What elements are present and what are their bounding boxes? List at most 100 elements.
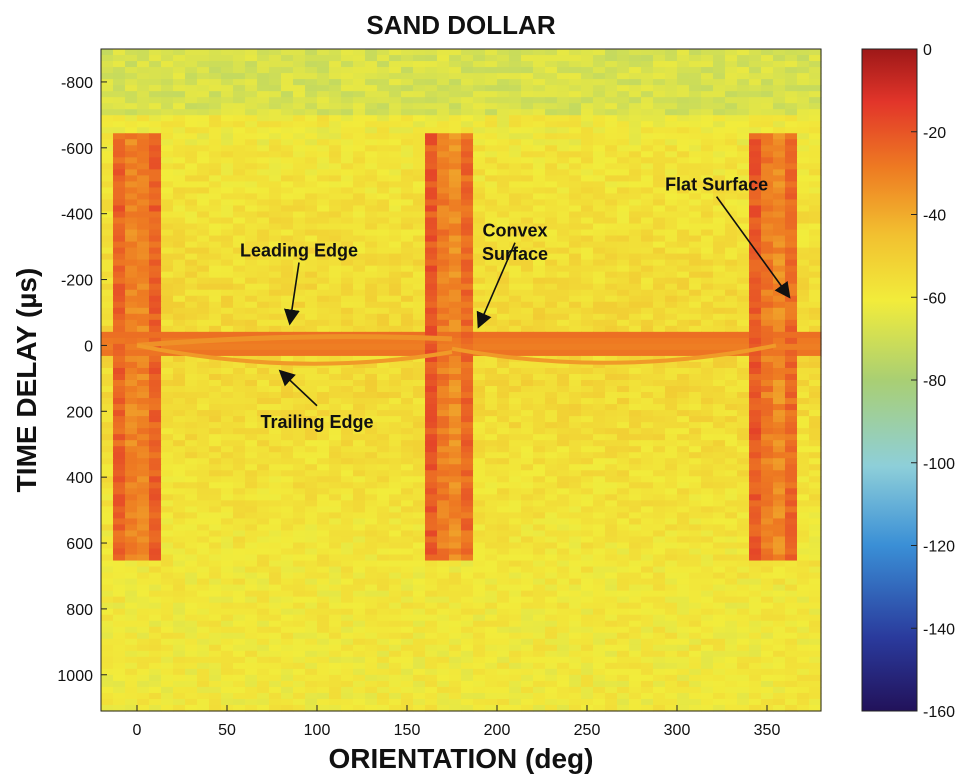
heatmap-cell bbox=[149, 404, 162, 411]
heatmap-cell bbox=[425, 536, 438, 544]
heatmap-cell bbox=[773, 235, 786, 243]
heatmap-cell bbox=[665, 247, 678, 255]
heatmap-cell bbox=[197, 361, 210, 369]
heatmap-cell bbox=[185, 458, 198, 465]
heatmap-cell bbox=[221, 404, 234, 411]
heatmap-cell bbox=[449, 97, 462, 104]
heatmap-cell bbox=[233, 289, 246, 297]
heatmap-cell bbox=[449, 355, 462, 363]
heatmap-cell bbox=[449, 404, 462, 411]
heatmap-cell bbox=[101, 494, 114, 501]
heatmap-cell bbox=[617, 181, 630, 189]
heatmap-cell bbox=[317, 337, 330, 345]
heatmap-cell bbox=[101, 349, 114, 357]
heatmap-cell bbox=[605, 488, 618, 495]
heatmap-cell bbox=[113, 241, 126, 249]
heatmap-cell bbox=[413, 325, 426, 333]
heatmap-cell bbox=[761, 422, 774, 429]
heatmap-cell bbox=[653, 452, 666, 459]
heatmap-cell bbox=[269, 422, 282, 429]
heatmap-cell bbox=[593, 398, 606, 405]
heatmap-cell bbox=[461, 404, 474, 411]
heatmap-cell bbox=[581, 500, 594, 507]
heatmap-cell bbox=[173, 223, 186, 231]
heatmap-cell bbox=[797, 536, 810, 544]
heatmap-cell bbox=[605, 428, 618, 435]
heatmap-cell bbox=[521, 512, 534, 520]
heatmap-cell bbox=[749, 380, 762, 387]
heatmap-cell bbox=[305, 49, 318, 56]
heatmap-cell bbox=[701, 349, 714, 357]
heatmap-cell bbox=[725, 169, 738, 176]
heatmap-cell bbox=[485, 85, 498, 92]
heatmap-cell bbox=[509, 259, 522, 267]
heatmap-cell bbox=[569, 422, 582, 429]
heatmap-cell bbox=[425, 386, 438, 393]
heatmap-cell bbox=[221, 380, 234, 387]
heatmap-cell bbox=[677, 277, 690, 285]
heatmap-cell bbox=[797, 434, 810, 441]
heatmap-cell bbox=[557, 301, 570, 309]
heatmap-cell bbox=[533, 404, 546, 411]
heatmap-cell bbox=[509, 49, 522, 56]
heatmap-cell bbox=[773, 205, 786, 213]
heatmap-cell bbox=[533, 452, 546, 459]
heatmap-cell bbox=[773, 331, 786, 339]
heatmap-cell bbox=[725, 325, 738, 333]
heatmap-cell bbox=[653, 289, 666, 297]
heatmap-cell bbox=[113, 103, 126, 110]
heatmap-cell bbox=[545, 247, 558, 255]
heatmap-cell bbox=[737, 506, 750, 513]
heatmap-cell bbox=[377, 446, 390, 453]
heatmap-cell bbox=[449, 361, 462, 369]
heatmap-cell bbox=[317, 61, 330, 68]
heatmap-cell bbox=[761, 404, 774, 411]
heatmap-cell bbox=[257, 145, 270, 152]
heatmap-cell bbox=[257, 121, 270, 128]
heatmap-cell bbox=[437, 343, 450, 351]
heatmap-cell bbox=[173, 187, 186, 195]
heatmap-cell bbox=[281, 229, 294, 237]
heatmap-cell bbox=[545, 494, 558, 501]
heatmap-cell bbox=[701, 277, 714, 285]
heatmap-cell bbox=[125, 434, 138, 441]
heatmap-cell bbox=[233, 127, 246, 134]
heatmap-cell bbox=[413, 67, 426, 74]
heatmap-cell bbox=[533, 307, 546, 315]
heatmap-cell bbox=[401, 452, 414, 459]
heatmap-cell bbox=[209, 386, 222, 393]
heatmap-cell bbox=[137, 229, 150, 237]
heatmap-cell bbox=[605, 169, 618, 176]
heatmap-cell bbox=[785, 343, 798, 351]
heatmap-cell bbox=[797, 91, 810, 98]
heatmap-cell bbox=[245, 91, 258, 98]
heatmap-cell bbox=[809, 241, 822, 249]
heatmap-cell bbox=[725, 67, 738, 74]
heatmap-cell bbox=[713, 470, 726, 477]
heatmap-cell bbox=[137, 355, 150, 363]
heatmap-cell bbox=[569, 512, 582, 520]
heatmap-cell bbox=[293, 524, 306, 532]
heatmap-cell bbox=[125, 476, 138, 483]
heatmap-cell bbox=[449, 542, 462, 550]
heatmap-cell bbox=[653, 476, 666, 483]
heatmap-cell bbox=[377, 500, 390, 507]
heatmap-cell bbox=[749, 205, 762, 213]
heatmap-cell bbox=[353, 145, 366, 152]
heatmap-cell bbox=[281, 145, 294, 152]
heatmap-cell bbox=[221, 349, 234, 357]
heatmap-cell bbox=[317, 109, 330, 116]
heatmap-cell bbox=[317, 163, 330, 170]
heatmap-cell bbox=[137, 73, 150, 80]
heatmap-cell bbox=[641, 446, 654, 453]
heatmap-cell bbox=[269, 241, 282, 249]
heatmap-cell bbox=[473, 181, 486, 189]
heatmap-cell bbox=[101, 536, 114, 544]
heatmap-cell bbox=[257, 241, 270, 249]
heatmap-cell bbox=[257, 97, 270, 104]
heatmap-cell bbox=[485, 283, 498, 291]
heatmap-cell bbox=[269, 217, 282, 225]
heatmap-cell bbox=[665, 331, 678, 339]
heatmap-cell bbox=[389, 295, 402, 303]
heatmap-cell bbox=[485, 464, 498, 471]
